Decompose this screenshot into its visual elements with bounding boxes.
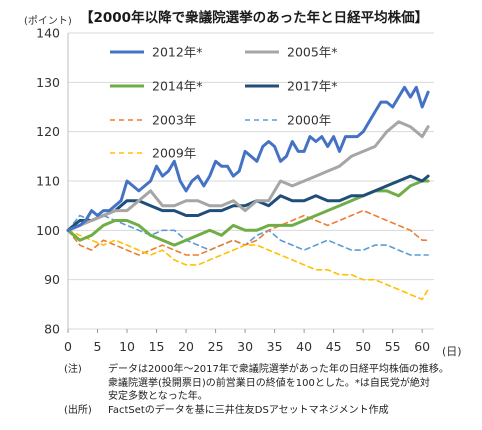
chart-title: 【2000年以降で衆議院選挙のあった年と日経平均株価】 <box>80 10 429 26</box>
footnotes: (注) データは2000年～2017年で衆議院選挙があった年の日経平均株価の推移。… <box>64 363 449 417</box>
note-line: 衆議院選挙(投開票日)の前営業日の終値を100とした。*は自民党が絶対 <box>108 377 430 389</box>
source-label: (出所) <box>64 404 92 416</box>
legend-label: 2005年* <box>287 45 338 60</box>
y-tick-label: 140 <box>36 26 60 41</box>
x-tick-label: 50 <box>355 339 371 354</box>
x-axis-unit: (日) <box>442 345 462 358</box>
y-tick-label: 120 <box>36 124 60 139</box>
series-line <box>67 214 429 256</box>
grid-lines <box>67 32 434 333</box>
series-line <box>66 120 430 232</box>
x-tick-label: 0 <box>64 339 72 354</box>
note-label: (注) <box>64 364 82 375</box>
y-axis-ticks: 80 90 100 110 120 130 140 <box>36 26 60 337</box>
x-tick-label: 25 <box>208 339 224 354</box>
x-tick-label: 30 <box>237 339 253 354</box>
note-line: 安定多数となった年。 <box>108 391 208 402</box>
x-tick-label: 10 <box>119 339 135 354</box>
legend-label: 2000年 <box>287 113 331 128</box>
x-tick-label: 20 <box>178 339 194 354</box>
legend-label: 2017年* <box>287 79 338 94</box>
legend: 2012年* 2005年* 2014年* 2017年* 2003年 2000年 2009年 <box>110 45 338 161</box>
x-axis-ticks: 0 5 10 15 20 25 30 35 40 45 50 55 60 <box>64 339 430 354</box>
y-tick-label: 110 <box>36 174 60 189</box>
x-tick-label: 55 <box>385 339 401 354</box>
x-tick-label: 5 <box>94 339 102 354</box>
x-tick-label: 15 <box>149 339 165 354</box>
y-tick-label: 130 <box>36 75 60 90</box>
x-tick-label: 40 <box>296 339 312 354</box>
x-tick-label: 45 <box>326 339 342 354</box>
y-tick-label: 80 <box>44 322 60 337</box>
source-text: FactSetのデータを基に三井住友DSアセットマネジメント作成 <box>108 404 389 416</box>
x-tick-label: 35 <box>267 339 283 354</box>
note-line: データは2000年～2017年で衆議院選挙があった年の日経平均株価の推移。 <box>108 364 449 375</box>
y-tick-label: 90 <box>44 272 60 287</box>
series-line <box>67 209 429 256</box>
series-line <box>66 85 430 232</box>
legend-label: 2012年* <box>152 45 203 60</box>
x-tick-label: 60 <box>414 339 430 354</box>
y-tick-label: 100 <box>36 223 60 238</box>
series-lines <box>66 85 430 301</box>
series-line <box>67 229 429 301</box>
legend-label: 2003年 <box>152 113 196 128</box>
series-line <box>66 174 430 232</box>
y-axis-unit: (ポイント) <box>24 16 72 27</box>
legend-label: 2009年 <box>152 146 196 161</box>
legend-label: 2014年* <box>152 79 203 94</box>
